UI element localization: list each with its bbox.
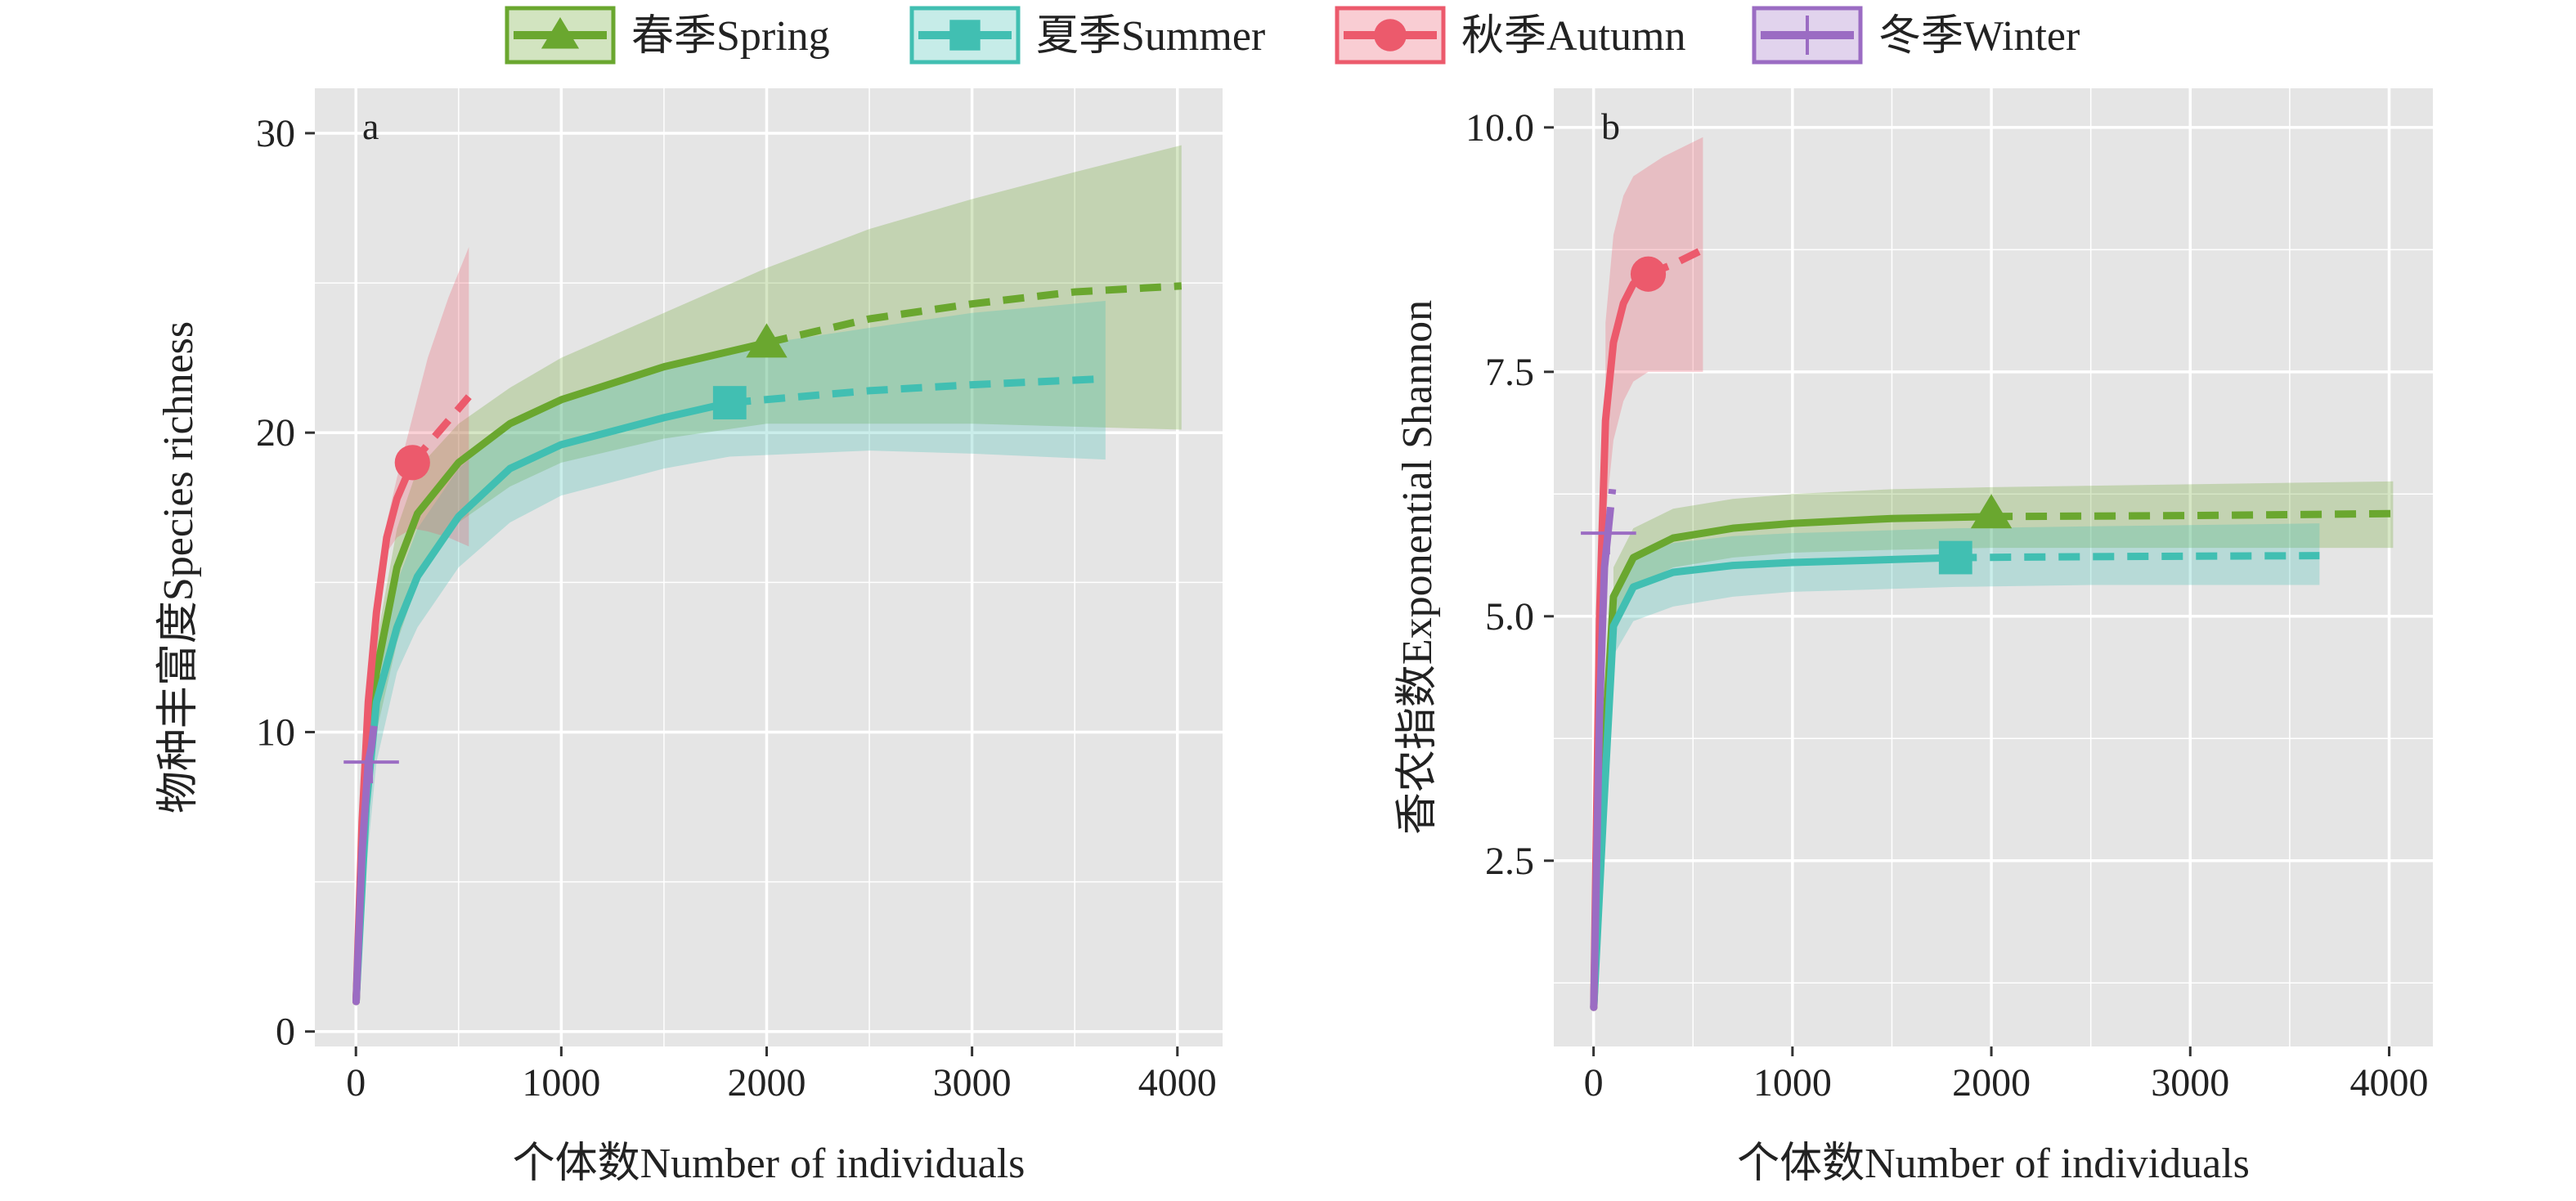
panel-b-x-tick-label-1: 1000 [1753, 1061, 1832, 1105]
panel-a-marker-winter [343, 741, 399, 784]
panel-b-observed-markers [1581, 256, 2013, 575]
panel-a-marker-autumn [394, 445, 430, 481]
panel-b-y-tick-label-2: 7.5 [1485, 351, 1534, 394]
panel-b-marker-autumn [1630, 256, 1667, 292]
panel-b-y-tick-label-3: 10.0 [1465, 106, 1534, 150]
panel-a-x-tick-label-2: 2000 [727, 1061, 806, 1105]
panel-b-x-tick-label-3: 3000 [2151, 1061, 2229, 1105]
panel-a-y-tick-label-2: 20 [256, 411, 295, 455]
panel-a-letter: a [362, 105, 379, 147]
panel-a-y-tick-label-0: 0 [276, 1011, 295, 1054]
panel-b-y-axis-label: 香农指数Exponential Shannon [1394, 300, 1441, 835]
panel-a-x-tick-label-0: 0 [346, 1061, 366, 1105]
panel-b-exponential-shannon: 0 1000 2000 3000 4000 2.5 5.0 7.5 10.0 b 个体数Numb… [1394, 88, 2433, 1187]
panel-b-x-tick-label-2: 2000 [1952, 1061, 2031, 1105]
legend-item-winter: 冬季Winter [1752, 6, 2080, 65]
panel-a-y-tick-label-1: 10 [256, 710, 295, 754]
legend: 春季Spring 夏季Summer 秋季Autumn 冬季Winter [505, 6, 2080, 65]
panel-b-band-autumn [1605, 137, 1703, 519]
legend-marker-summer [949, 20, 981, 51]
panel-b-line-winter-interpolated [1590, 524, 1613, 1011]
panel-a-x-tick-label-3: 3000 [933, 1061, 1012, 1105]
panel-a-grid [315, 88, 1223, 1046]
panel-b-axes: 0 1000 2000 3000 4000 2.5 5.0 7.5 10.0 [1465, 106, 2428, 1105]
legend-item-spring: 春季Spring [505, 6, 830, 65]
panel-a-observed-markers [343, 323, 788, 784]
legend-marker-autumn [1374, 19, 1407, 52]
panel-b-marker-summer [1938, 540, 1972, 575]
panel-a-x-tick-label-1: 1000 [522, 1061, 600, 1105]
legend-label-spring: 春季Spring [631, 13, 830, 60]
panel-b-series-lines [1590, 246, 2394, 1011]
panel-a-axes: 0 1000 2000 3000 4000 0 10 20 30 [256, 112, 1217, 1105]
panel-b-x-axis-label: 个体数Number of individuals [1737, 1141, 2250, 1187]
panel-a-line-spring-extrapolated [765, 282, 1183, 347]
panel-b-x-tick-label-0: 0 [1584, 1061, 1604, 1105]
legend-marker-winter [1781, 16, 1833, 55]
panel-b-y-tick-label-0: 2.5 [1485, 840, 1534, 883]
panel-a-x-axis-label: 个体数Number of individuals [513, 1141, 1025, 1187]
panel-a-x-tick-label-4: 4000 [1138, 1061, 1217, 1105]
panel-b-y-tick-label-1: 5.0 [1485, 595, 1534, 639]
panel-b-line-summer-interpolated [1590, 553, 1959, 1011]
panel-a-band-spring [361, 145, 1182, 882]
panel-b-line-summer-extrapolated [1955, 552, 2320, 562]
panel-a-line-summer-extrapolated [729, 374, 1106, 407]
panel-a-marker-summer [712, 386, 747, 419]
legend-item-summer: 夏季Summer [909, 6, 1265, 65]
legend-item-autumn: 秋季Autumn [1335, 6, 1685, 65]
panel-a-background [315, 88, 1223, 1046]
legend-label-winter: 冬季Winter [1878, 13, 2080, 60]
panel-b-x-tick-label-4: 4000 [2349, 1061, 2428, 1105]
panel-a-y-tick-label-3: 30 [256, 112, 295, 155]
legend-marker-spring [541, 17, 580, 49]
panel-a-marker-spring [746, 323, 788, 358]
panel-b-marker-spring [1970, 494, 2013, 529]
panel-b-marker-winter [1581, 512, 1636, 555]
panel-a-species-richness: 0 1000 2000 3000 4000 0 10 20 30 a 个体数Number of … [155, 88, 1223, 1187]
panel-b-letter: b [1601, 105, 1620, 147]
legend-label-summer: 夏季Summer [1036, 13, 1265, 60]
panel-a-y-axis-label: 物种丰富度Species richness [155, 321, 202, 813]
legend-label-autumn: 秋季Autumn [1461, 13, 1685, 60]
